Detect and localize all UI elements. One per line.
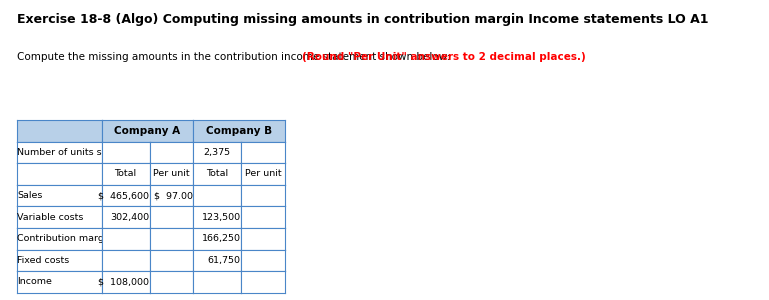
Text: Fixed costs: Fixed costs [18, 256, 70, 265]
Text: (Round "Per Unit" answers to 2 decimal places.): (Round "Per Unit" answers to 2 decimal p… [302, 52, 585, 62]
Text: Sales: Sales [18, 191, 43, 200]
Text: Exercise 18-8 (Algo) Computing missing amounts in contribution margin Income sta: Exercise 18-8 (Algo) Computing missing a… [17, 14, 708, 26]
Text: 61,750: 61,750 [208, 256, 241, 265]
Text: Compute the missing amounts in the contribution income statement shown below:: Compute the missing amounts in the contr… [17, 52, 454, 62]
Text: Per unit: Per unit [245, 169, 281, 178]
Text: $  108,000: $ 108,000 [98, 278, 149, 286]
Text: 123,500: 123,500 [201, 213, 241, 222]
Text: Contribution margin: Contribution margin [18, 234, 113, 243]
Text: Total: Total [206, 169, 228, 178]
Text: 302,400: 302,400 [110, 213, 149, 222]
Text: Company A: Company A [115, 126, 181, 136]
Text: Income: Income [18, 278, 52, 286]
Text: $  97.00: $ 97.00 [154, 191, 193, 200]
Text: Per unit: Per unit [153, 169, 190, 178]
Text: 2,375: 2,375 [204, 148, 231, 157]
Text: Number of units sold: Number of units sold [18, 148, 116, 157]
Text: $  465,600: $ 465,600 [98, 191, 149, 200]
Text: Company B: Company B [206, 126, 272, 136]
Text: Total: Total [115, 169, 137, 178]
Text: 166,250: 166,250 [201, 234, 241, 243]
Text: Variable costs: Variable costs [18, 213, 84, 222]
